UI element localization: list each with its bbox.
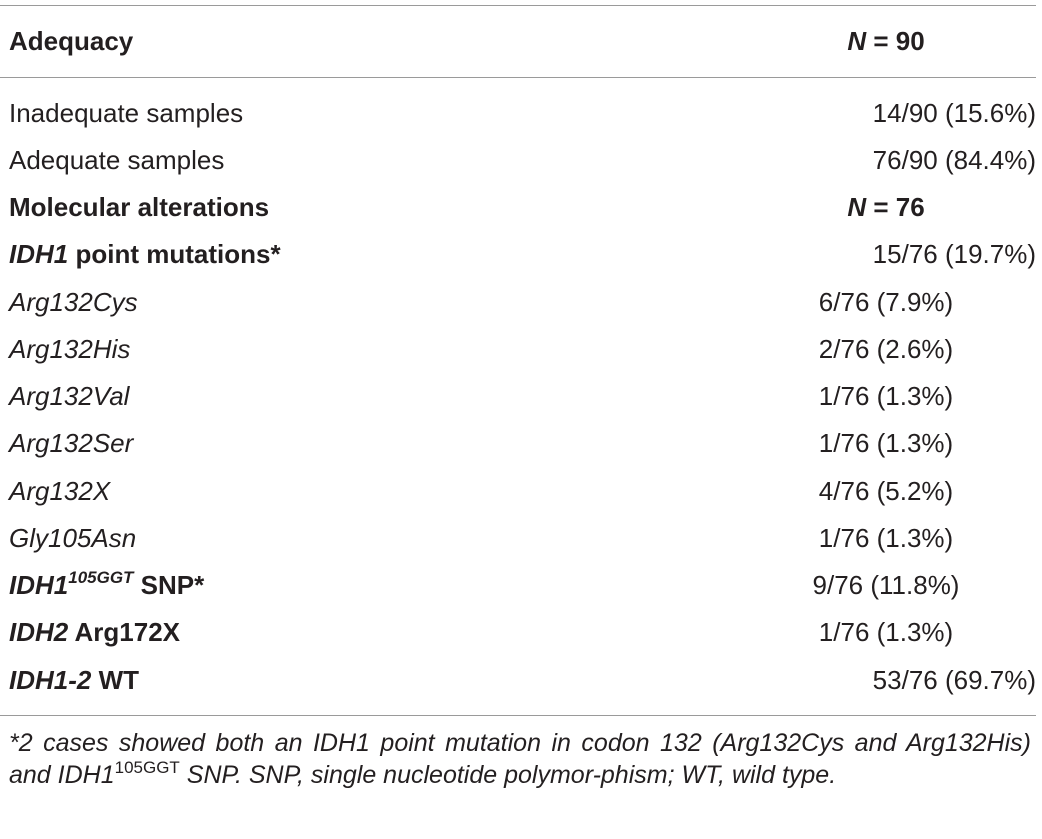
bottom-rule	[0, 715, 1036, 716]
table-row: Adequate samples 76/90 (84.4%)	[9, 145, 1036, 175]
table-row: Arg132Val 1/76 (1.3%)	[9, 381, 954, 411]
header-value: N = 90	[847, 26, 925, 56]
table-row: IDH2 Arg172X 1/76 (1.3%)	[0, 609, 1036, 656]
molecular-header-row: Molecular alterations N = 76	[0, 184, 1036, 231]
idh2-label: IDH2 Arg172X	[9, 617, 181, 647]
table-row: Arg132Ser 1/76 (1.3%)	[9, 428, 954, 458]
table-row: IDH1-2 WT 53/76 (69.7%)	[0, 657, 1036, 704]
snp-label: IDH1105GGT SNP*	[9, 568, 205, 600]
molecular-value: N = 76	[847, 192, 925, 222]
header-label: Adequacy	[9, 26, 134, 56]
header-row: Adequacy N = 90	[0, 18, 1036, 65]
top-rule	[0, 5, 1036, 6]
table-footnote: *2 cases showed both an IDH1 point mutat…	[9, 729, 1031, 789]
wt-label: IDH1-2 WT	[9, 665, 140, 695]
table-row: Arg132Cys 6/76 (7.9%)	[9, 287, 954, 317]
table-row: Arg132X 4/76 (5.2%)	[9, 476, 954, 506]
table-row: IDH1 point mutations* 15/76 (19.7%)	[0, 231, 1036, 278]
table-row: Gly105Asn 1/76 (1.3%)	[9, 523, 954, 553]
header-rule	[0, 77, 1036, 78]
idh1-point-label: IDH1 point mutations*	[9, 239, 281, 269]
table-row: IDH1105GGT SNP* 9/76 (11.8%)	[0, 562, 1036, 609]
table-row: Inadequate samples 14/90 (15.6%)	[9, 98, 1036, 128]
table-row: Arg132His 2/76 (2.6%)	[9, 334, 954, 364]
